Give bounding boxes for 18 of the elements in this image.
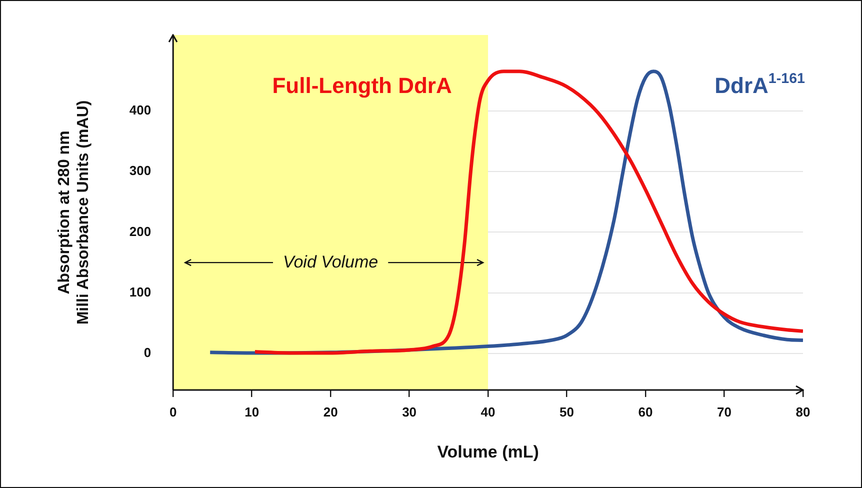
- x-tick-label: 60: [638, 404, 653, 420]
- x-tick-label: 10: [244, 404, 260, 420]
- y-tick-label: 0: [144, 345, 152, 360]
- x-tick-label: 40: [480, 404, 496, 420]
- band-label: Void Volume: [282, 252, 378, 272]
- y-tick-label: 100: [129, 284, 152, 300]
- x-tick-label: 30: [402, 404, 417, 420]
- x-axis-title: Volume (mL): [437, 442, 539, 462]
- x-tick-label: 20: [323, 404, 338, 420]
- y-tick-label: 400: [129, 102, 152, 118]
- y-axis-title: Absorption at 280 nm Milli Absorbance Units (mAU): [56, 100, 92, 325]
- x-tick-label: 0: [169, 404, 177, 420]
- x-tick-label: 70: [717, 404, 732, 420]
- series-label: Full-Length DdrA: [272, 73, 452, 98]
- x-tick-label: 50: [560, 404, 574, 420]
- y-tick-label: 300: [129, 163, 152, 178]
- x-tick-label: 80: [796, 404, 810, 420]
- y-tick-label: 200: [129, 224, 152, 239]
